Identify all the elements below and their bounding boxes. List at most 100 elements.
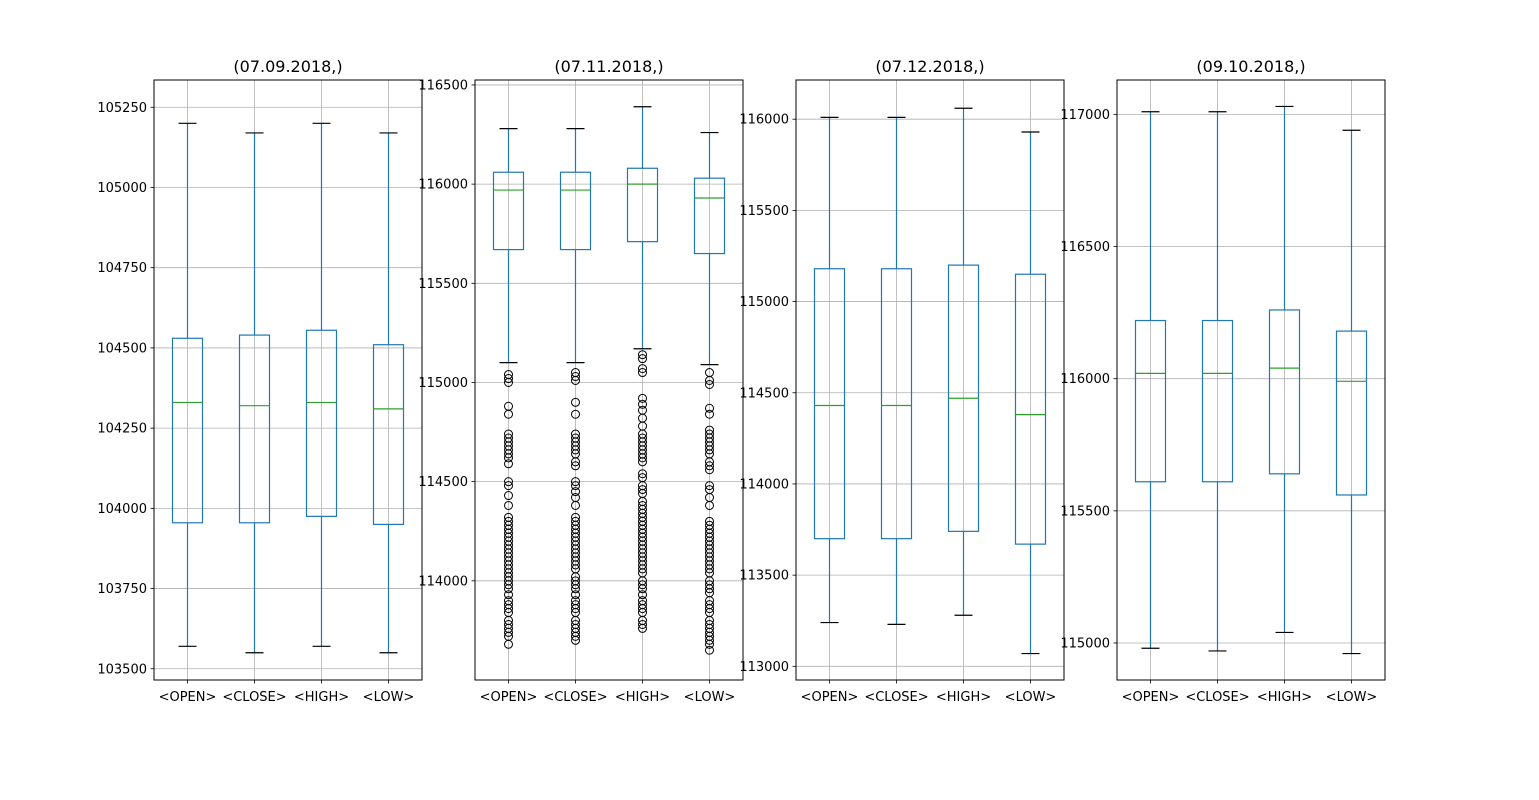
box-low bbox=[693, 131, 726, 655]
outlier-point bbox=[705, 604, 714, 614]
box-low bbox=[1335, 129, 1368, 655]
outlier-point bbox=[638, 393, 647, 403]
box-iqr bbox=[626, 167, 659, 243]
outlier-point bbox=[571, 461, 580, 471]
outlier-point bbox=[638, 453, 647, 463]
outlier-point bbox=[571, 500, 580, 510]
outlier-point bbox=[705, 403, 714, 413]
outlier-point bbox=[638, 564, 647, 574]
y-tick-label: 114000 bbox=[418, 574, 468, 589]
outlier-point bbox=[638, 590, 647, 600]
x-tick-label: <LOW> bbox=[1005, 690, 1057, 705]
outlier-point bbox=[705, 379, 714, 389]
axes-frame bbox=[153, 79, 423, 681]
box-close bbox=[1201, 111, 1234, 652]
outlier-point bbox=[638, 619, 647, 629]
outlier-point bbox=[705, 564, 714, 574]
box-high bbox=[947, 107, 980, 616]
x-tick-label: <CLOSE> bbox=[1185, 690, 1249, 705]
outlier-point bbox=[638, 604, 647, 614]
box-open bbox=[813, 116, 846, 624]
subplot-title: (07.09.2018,) bbox=[233, 57, 342, 76]
box-high bbox=[305, 122, 338, 647]
subplot-1: 103500 103750 104000 104250 104500 104750 1050… bbox=[97, 57, 423, 705]
x-tick-label: <HIGH> bbox=[1257, 690, 1312, 705]
x-tick-label: <OPEN> bbox=[480, 690, 538, 705]
outlier-point bbox=[638, 354, 647, 364]
y-tick-label: 113000 bbox=[739, 660, 789, 675]
outlier-point bbox=[504, 453, 513, 463]
x-tick-label: <CLOSE> bbox=[222, 690, 286, 705]
outlier-point bbox=[705, 645, 714, 655]
outlier-point bbox=[504, 580, 513, 590]
x-tick-label: <OPEN> bbox=[801, 690, 859, 705]
outlier-point bbox=[504, 377, 513, 387]
y-tick-label: 104750 bbox=[97, 261, 147, 276]
box-iqr bbox=[305, 329, 338, 517]
subplot-title: (07.11.2018,) bbox=[554, 57, 663, 76]
outlier-point bbox=[504, 500, 513, 510]
outlier-point bbox=[571, 590, 580, 600]
outlier-point bbox=[638, 584, 647, 594]
outlier-point bbox=[638, 399, 647, 409]
axes-frame bbox=[474, 79, 744, 681]
y-tick-label: 116000 bbox=[1060, 372, 1110, 387]
x-tick-label: <CLOSE> bbox=[864, 690, 928, 705]
outlier-point bbox=[705, 461, 714, 471]
outlier-point bbox=[504, 477, 513, 487]
y-tick-label: 115000 bbox=[1060, 636, 1110, 651]
y-tick-label: 117000 bbox=[1060, 108, 1110, 123]
outlier-point bbox=[638, 350, 647, 360]
y-tick-label: 116500 bbox=[418, 78, 468, 93]
box-iqr bbox=[1335, 330, 1368, 496]
y-tick-label: 114000 bbox=[739, 477, 789, 492]
x-tick-label: <CLOSE> bbox=[543, 690, 607, 705]
box-open bbox=[171, 122, 204, 647]
outlier-point bbox=[504, 590, 513, 600]
outlier-point bbox=[504, 627, 513, 637]
box-iqr bbox=[813, 268, 846, 540]
outlier-point bbox=[504, 604, 513, 614]
outlier-point bbox=[705, 481, 714, 491]
outlier-point bbox=[705, 409, 714, 419]
box-iqr bbox=[559, 171, 592, 251]
outlier-point bbox=[504, 459, 513, 469]
box-iqr bbox=[238, 334, 271, 524]
y-tick-label: 105000 bbox=[97, 181, 147, 196]
y-tick-label: 114500 bbox=[418, 475, 468, 490]
outlier-point bbox=[571, 631, 580, 641]
outlier-point bbox=[571, 409, 580, 419]
box-close bbox=[238, 132, 271, 654]
outlier-point bbox=[638, 364, 647, 374]
box-close bbox=[559, 127, 592, 645]
subplot-2: 114000 114500 115000 115500 116000 116500 <OPE… bbox=[418, 57, 744, 705]
y-tick-label: 115500 bbox=[1060, 504, 1110, 519]
subplot-3: 113000 113500 114000 114500 115000 115500 1160… bbox=[739, 57, 1065, 705]
outlier-point bbox=[705, 445, 714, 455]
subplot-4: 115000 115500 116000 116500 117000 <OPEN> <CLO… bbox=[1060, 57, 1386, 705]
y-tick-label: 114500 bbox=[739, 386, 789, 401]
subplot-title: (07.12.2018,) bbox=[875, 57, 984, 76]
outlier-point bbox=[638, 368, 647, 378]
x-tick-label: <OPEN> bbox=[1122, 690, 1180, 705]
x-tick-label: <HIGH> bbox=[936, 690, 991, 705]
y-tick-label: 116000 bbox=[418, 178, 468, 193]
box-iqr bbox=[1014, 273, 1047, 545]
y-tick-label: 115000 bbox=[418, 376, 468, 391]
y-tick-label: 116500 bbox=[1060, 240, 1110, 255]
y-tick-label: 105250 bbox=[97, 101, 147, 116]
outlier-point bbox=[571, 560, 580, 570]
outlier-point bbox=[571, 584, 580, 594]
outlier-point bbox=[504, 491, 513, 501]
outlier-point bbox=[705, 375, 714, 385]
box-close bbox=[880, 116, 913, 625]
axes-frame bbox=[1116, 79, 1386, 681]
box-low bbox=[1014, 131, 1047, 655]
y-tick-label: 104500 bbox=[97, 341, 147, 356]
outlier-point bbox=[705, 584, 714, 594]
outlier-point bbox=[638, 623, 647, 633]
box-high bbox=[1268, 105, 1301, 634]
outlier-point bbox=[638, 580, 647, 590]
outlier-point bbox=[504, 639, 513, 649]
box-iqr bbox=[372, 344, 405, 525]
